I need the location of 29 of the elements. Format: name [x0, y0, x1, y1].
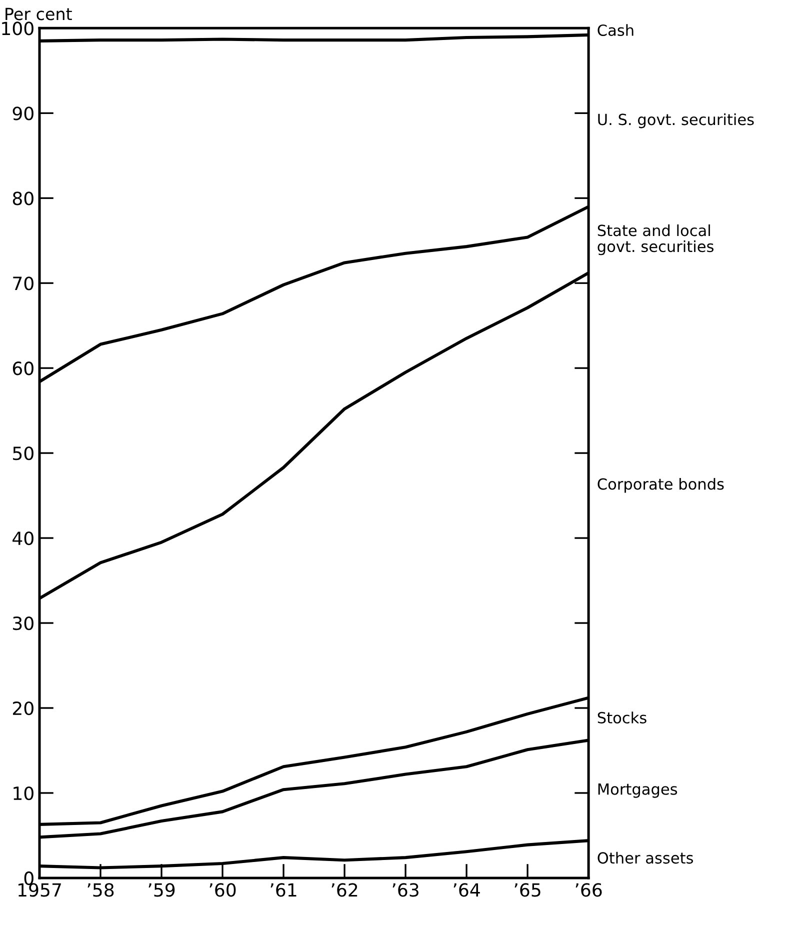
text: Corporate bonds	[598, 478, 724, 493]
x-tick-label: ’62	[332, 883, 358, 897]
x-tick-label: ’58	[88, 883, 114, 897]
y-tick-label: 10	[14, 786, 34, 800]
y-tick-label: 90	[12, 106, 34, 120]
text: Cash	[598, 24, 634, 36]
y-axis-title: Per cent	[6, 8, 72, 20]
y-tick-label: 60	[12, 362, 34, 376]
y-tick-label: 100	[2, 22, 34, 36]
y-tick-label: 0	[24, 871, 34, 886]
y-tick-label: 20	[12, 701, 34, 716]
text: Stocks	[598, 712, 646, 724]
y-tick-label: 70	[13, 276, 34, 290]
x-tick-label: 1957	[18, 883, 61, 897]
y-tick-label: 40	[12, 532, 34, 546]
text: U. S. govt. securities	[598, 113, 754, 128]
x-tick-label: ’61	[270, 883, 296, 897]
text: State and local govt. securities	[598, 224, 714, 256]
x-tick-label: ’66	[576, 883, 602, 897]
x-tick-label: ’60	[210, 883, 236, 897]
y-tick-label: 50	[13, 446, 34, 460]
y-tick-label: 30	[13, 616, 34, 630]
x-tick-label: ’65	[514, 883, 540, 897]
x-tick-label: ’63	[392, 883, 418, 897]
x-tick-label: ’64	[454, 883, 480, 897]
text: Mortgages	[598, 784, 678, 798]
y-tick-label: 80	[12, 192, 34, 206]
text: Other assets	[598, 852, 694, 864]
x-tick-label: ’59	[148, 883, 175, 897]
